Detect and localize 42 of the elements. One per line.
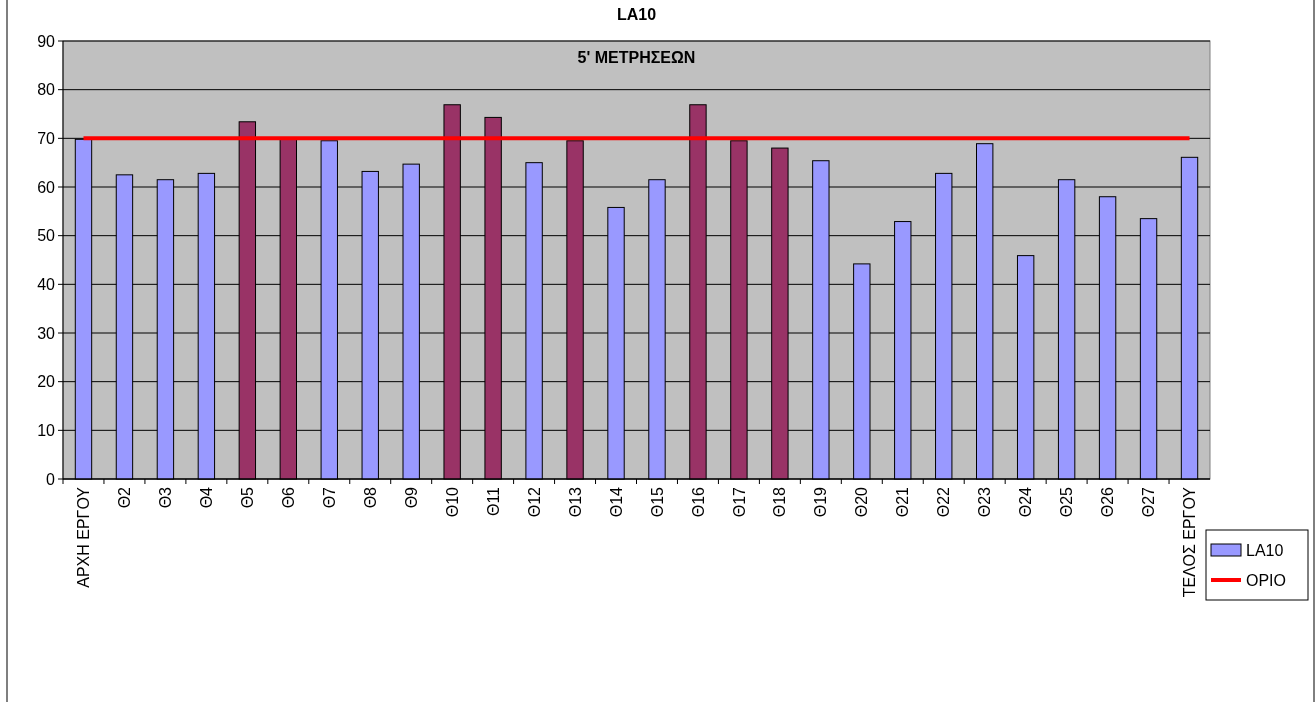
x-tick-label: Θ22 xyxy=(935,486,953,518)
x-tick-label: Θ25 xyxy=(1058,486,1076,518)
x-tick-label: Θ27 xyxy=(1140,486,1158,518)
x-tick-label: ΤΕΛΟΣ ΕΡΓΟΥ xyxy=(1181,486,1199,598)
legend-label: ΟΡΙΟ xyxy=(1246,571,1287,589)
x-tick-label: Θ7 xyxy=(320,486,338,509)
x-tick-label: Θ24 xyxy=(1017,486,1035,518)
y-tick-label: 50 xyxy=(37,227,56,245)
y-tick-label: 40 xyxy=(37,275,56,293)
x-tick-label: Θ26 xyxy=(1099,486,1117,518)
x-tick-label: Θ18 xyxy=(771,486,789,518)
x-tick-label: Θ2 xyxy=(116,486,134,509)
y-tick-label: 0 xyxy=(46,470,56,488)
y-tick-label: 60 xyxy=(37,178,56,196)
x-tick-label: Θ11 xyxy=(484,486,502,517)
legend-label: LA10 xyxy=(1246,541,1284,559)
x-tick-label: Θ8 xyxy=(361,486,379,509)
text: 5' ΜΕΤΡΗΣΕΩΝ xyxy=(577,49,696,66)
x-tick-label: Θ21 xyxy=(894,486,912,518)
x-tick-label: Θ14 xyxy=(607,486,625,518)
x-tick-label: ΑΡΧΗ ΕΡΓΟΥ xyxy=(75,486,93,588)
x-tick-label: Θ10 xyxy=(443,486,461,518)
x-tick-label: Θ19 xyxy=(812,486,830,518)
x-tick-label: Θ20 xyxy=(853,486,871,518)
x-tick-label: Θ12 xyxy=(525,486,543,518)
x-tick-label: Θ4 xyxy=(197,486,215,509)
x-tick-label: Θ17 xyxy=(730,486,748,518)
y-tick-label: 90 xyxy=(37,32,56,50)
y-tick-label: 80 xyxy=(37,81,56,99)
x-tick-label: Θ5 xyxy=(238,486,256,509)
chart-title: LA10 xyxy=(616,6,657,23)
x-tick-label: Θ15 xyxy=(648,486,666,518)
x-tick-label: Θ9 xyxy=(402,486,420,509)
y-tick-label: 10 xyxy=(37,421,56,439)
y-tick-label: 70 xyxy=(37,129,56,147)
x-tick-label: Θ3 xyxy=(157,486,175,509)
x-tick-label: Θ13 xyxy=(566,486,584,518)
x-tick-label: Θ16 xyxy=(689,486,707,518)
y-tick-label: 20 xyxy=(37,373,56,391)
x-tick-label: Θ23 xyxy=(976,486,994,518)
y-tick-label: 30 xyxy=(37,324,56,342)
x-tick-label: Θ6 xyxy=(279,486,297,509)
